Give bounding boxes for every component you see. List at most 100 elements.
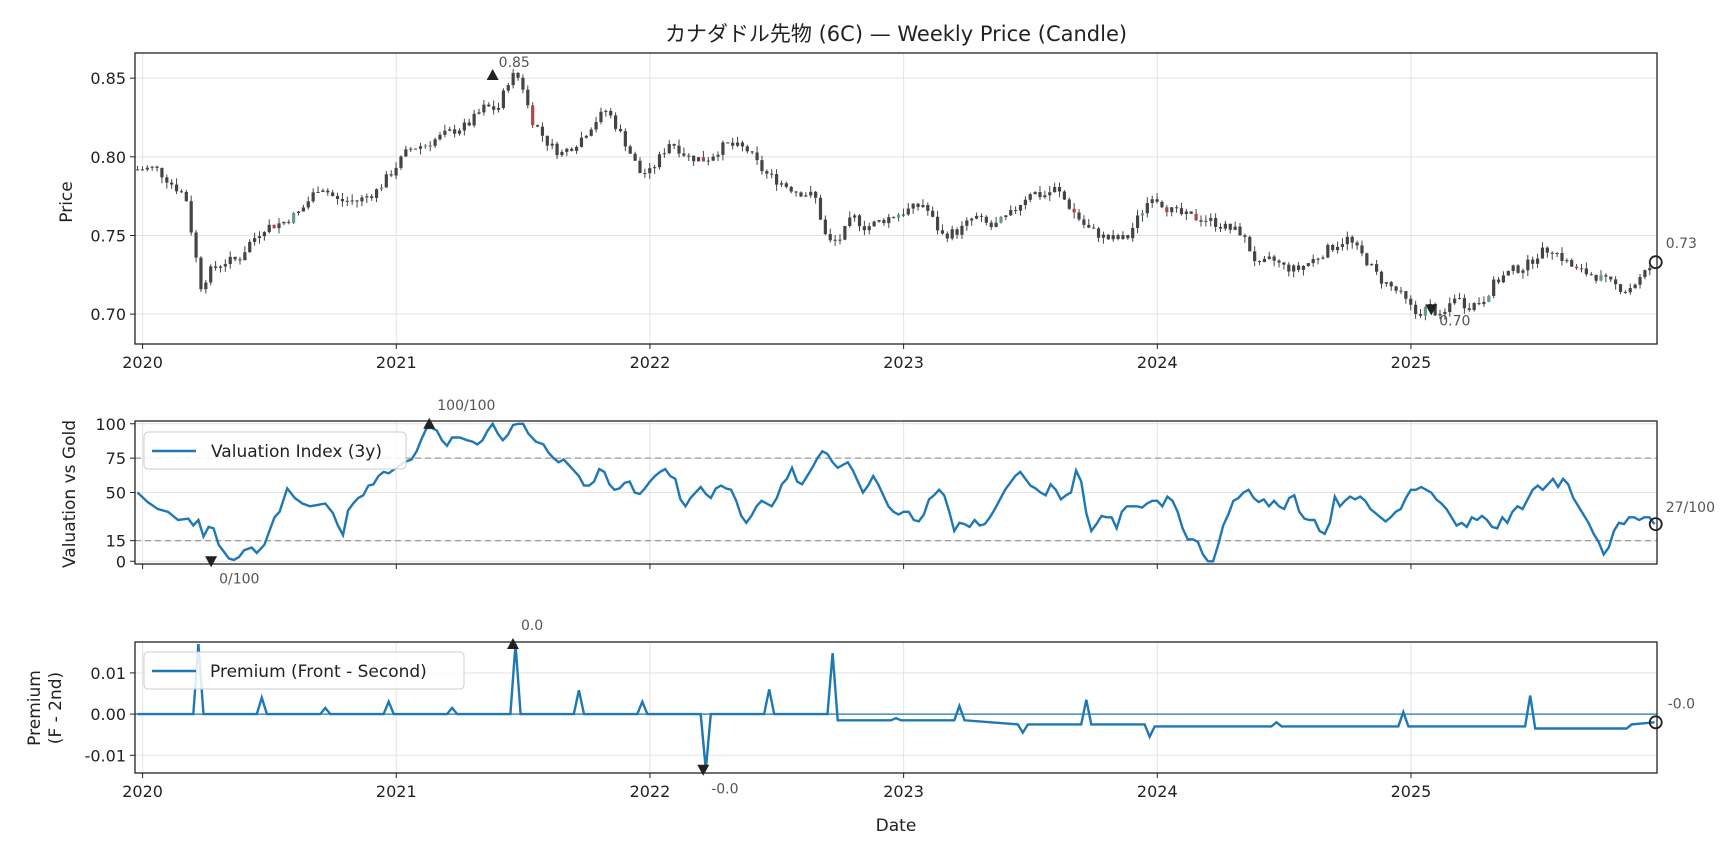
candle-body (1292, 265, 1296, 272)
p3-annotation-label: -0.0 (711, 782, 738, 798)
candle-body (1365, 253, 1369, 266)
candle-body (570, 148, 574, 151)
p1-xtick-label: 2025 (1391, 353, 1432, 372)
candle-body (609, 110, 613, 116)
candle-body (209, 266, 213, 283)
candle-body (896, 214, 901, 218)
candle-body (882, 220, 886, 224)
candle-body (506, 85, 510, 91)
candle-body (516, 72, 520, 78)
candle-body (1238, 226, 1242, 236)
candle-body (887, 217, 891, 224)
candle-body (877, 220, 881, 222)
candle-body (487, 104, 491, 107)
p1-xtick-label: 2021 (376, 353, 417, 372)
candle-body (1482, 301, 1486, 305)
candle-body (926, 205, 930, 211)
candle-body (248, 241, 252, 253)
candle-body (1331, 245, 1335, 251)
candle-body (277, 223, 281, 229)
candle-body (179, 191, 184, 193)
candle-body (706, 160, 710, 162)
candle-body (1355, 242, 1359, 246)
premium-y-axis-label-line: (F - 2nd) (46, 672, 66, 744)
candle-body (1443, 311, 1447, 314)
candle-body (892, 217, 896, 219)
candle-body (965, 220, 969, 226)
candle-body (1062, 191, 1066, 200)
candle-body (789, 186, 793, 192)
candle-body (1579, 268, 1584, 270)
candle-body (243, 252, 247, 261)
candle-body (1184, 211, 1188, 215)
candle-body (1179, 208, 1184, 215)
candle-body (1628, 288, 1632, 293)
candle-body (960, 225, 964, 235)
valuation-index-line (136, 421, 1656, 563)
candle-body (1277, 260, 1281, 263)
candle-body (1209, 218, 1213, 221)
candle-body (462, 122, 466, 131)
candle-body (409, 148, 413, 150)
candle-body (1135, 215, 1140, 228)
candle-body (809, 191, 813, 196)
p1-annotation-label: 0.73 (1666, 236, 1697, 252)
candle-body (1096, 228, 1101, 238)
candle-body (721, 142, 725, 155)
candle-body (1150, 199, 1154, 204)
candle-body (389, 174, 393, 176)
premium-y-ticks: -0.01 0.00 0.01 (85, 664, 135, 765)
candle-body (1194, 213, 1198, 221)
candle-body (1623, 291, 1627, 293)
candle-body (1609, 276, 1613, 280)
candle-body (501, 90, 506, 108)
candle-body (1345, 236, 1349, 245)
candle-body (535, 125, 540, 127)
candle-body (1335, 246, 1340, 251)
candle-body (1321, 257, 1325, 259)
candle-body (292, 213, 296, 223)
candle-body (413, 148, 418, 150)
candle-body (1526, 259, 1530, 271)
candle-body (745, 146, 749, 152)
candle-body (999, 217, 1003, 223)
candle-body (267, 224, 271, 233)
price-x-ticks: 2020 2021 2022 2023 2024 2025 (122, 344, 1431, 372)
candle-body (199, 257, 203, 290)
candle-body (1618, 284, 1623, 292)
candle-body (1575, 266, 1579, 269)
candle-body (823, 219, 827, 235)
candle-body (579, 137, 584, 147)
candle-body (916, 203, 920, 208)
p1-xtick-label: 2022 (630, 353, 671, 372)
candle-body (1009, 210, 1013, 216)
candle-body (970, 218, 974, 221)
candle-body (496, 107, 501, 110)
candle-body (443, 130, 447, 135)
candle-body (1257, 261, 1262, 263)
p2-ytick-label: 50 (106, 484, 126, 503)
candle-body (594, 122, 598, 130)
p3-xtick-label: 2025 (1391, 782, 1432, 801)
p3-xtick-label: 2023 (883, 782, 924, 801)
candle-body (1165, 207, 1169, 213)
candle-body (872, 221, 876, 227)
candle-body (316, 191, 320, 193)
price-candles (135, 69, 1652, 321)
candle-body (989, 222, 993, 227)
candle-body (321, 190, 325, 192)
candle-body (350, 200, 354, 202)
candle-body (677, 145, 681, 154)
candle-body (843, 225, 847, 240)
p3-annotation-label: -0.0 (1668, 696, 1695, 712)
candle-body (1014, 210, 1018, 212)
candle-body (740, 142, 745, 147)
candle-body (555, 143, 559, 156)
chart-title: カナダドル先物 (6C) — Weekly Price (Candle) (665, 22, 1127, 46)
candle-body (794, 191, 798, 193)
candle-body (696, 157, 701, 162)
candle-body (1018, 205, 1023, 211)
candle-body (1448, 303, 1452, 312)
candle-body (1594, 274, 1598, 281)
premium-annotations: 0.0 -0.0 -0.0 (506, 618, 1695, 798)
